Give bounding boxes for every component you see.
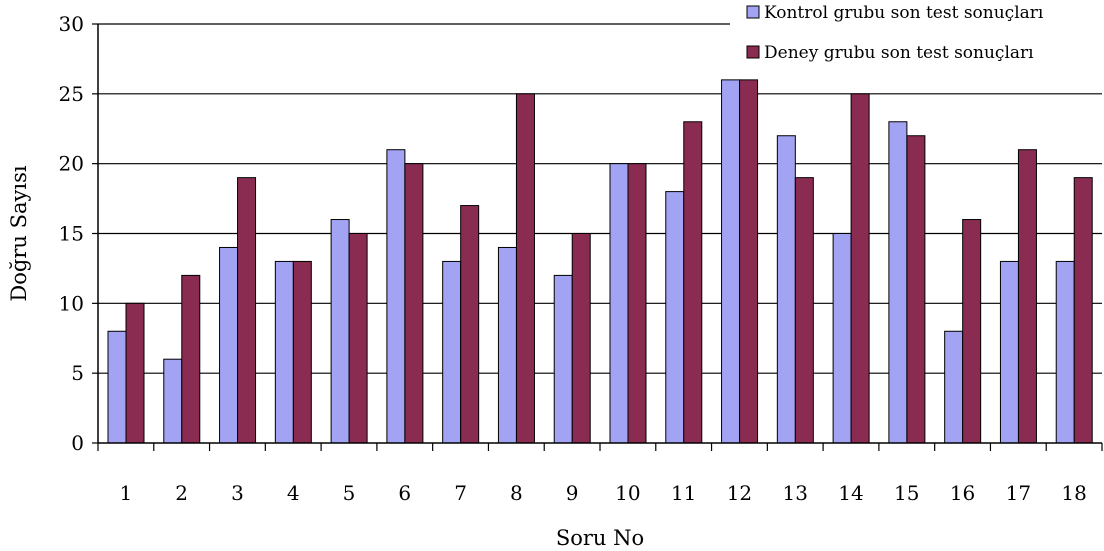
- bar-series-2-category-7: [460, 205, 480, 444]
- bar-series-1-category-5: [330, 219, 350, 444]
- x-tick-label: 2: [175, 481, 188, 505]
- y-tick-label: 30: [59, 12, 84, 36]
- bar-series-1-category-3: [219, 246, 239, 444]
- bar-series-1-category-11: [665, 191, 685, 444]
- x-tick-label: 1: [120, 481, 133, 505]
- x-tick-label: 9: [566, 481, 579, 505]
- y-axis-title: Doğru Sayısı: [7, 165, 31, 301]
- bar-series-2-category-3: [237, 177, 257, 444]
- bar-series-2-category-14: [850, 93, 870, 444]
- bar-series-2-category-17: [1017, 149, 1037, 444]
- x-tick-label: 5: [343, 481, 356, 505]
- y-tick-label: 10: [59, 291, 84, 315]
- x-tick-label: 10: [615, 481, 640, 505]
- y-tick-label: 5: [71, 361, 84, 385]
- x-tick-label: 4: [287, 481, 300, 505]
- bar-series-2-category-15: [906, 135, 926, 444]
- bars: [107, 79, 1093, 444]
- bar-series-2-category-12: [739, 79, 759, 444]
- bar-series-2-category-10: [627, 163, 647, 444]
- x-tick-label: 6: [398, 481, 411, 505]
- x-tick-label: 12: [727, 481, 752, 505]
- bar-series-1-category-17: [999, 260, 1019, 444]
- bar-series-2-category-6: [404, 163, 424, 444]
- bar-series-1-category-4: [274, 260, 294, 444]
- x-tick-label: 18: [1061, 481, 1086, 505]
- bar-series-2-category-18: [1073, 177, 1093, 444]
- bar-series-1-category-2: [163, 358, 183, 444]
- bar-series-1-category-8: [497, 246, 517, 444]
- x-tick-label: 16: [950, 481, 975, 505]
- bar-series-2-category-8: [515, 93, 535, 444]
- x-tick-label: 3: [231, 481, 244, 505]
- bar-series-1-category-15: [888, 121, 908, 444]
- x-tick-label: 11: [671, 481, 696, 505]
- bar-series-2-category-2: [181, 274, 201, 444]
- bar-series-2-category-4: [292, 260, 312, 444]
- x-tick-label: 13: [782, 481, 807, 505]
- bar-series-2-category-16: [962, 219, 982, 444]
- bar-series-2-category-5: [348, 233, 368, 444]
- y-tick-labels: 0 5 10 15 20 25 30: [59, 12, 98, 455]
- legend-label: Deney grubu son test sonuçları: [764, 43, 1034, 63]
- legend-background: [730, 1, 1102, 73]
- bar-series-1-category-14: [832, 233, 852, 444]
- x-axis-title: Soru No: [556, 526, 644, 550]
- bar-series-2-category-11: [683, 121, 703, 444]
- legend: Kontrol grubu son test sonuçları Deney gr…: [730, 1, 1102, 73]
- bar-series-1-category-12: [721, 79, 741, 444]
- legend-swatch: [746, 45, 760, 59]
- bar-series-2-category-9: [571, 233, 591, 444]
- x-tick-label: 15: [894, 481, 919, 505]
- x-tick-label: 14: [838, 481, 863, 505]
- bar-series-2-category-13: [794, 177, 814, 444]
- legend-label: Kontrol grubu son test sonuçları: [764, 3, 1044, 23]
- bar-series-1-category-7: [442, 260, 462, 444]
- bar-series-2-category-1: [125, 302, 145, 444]
- bar-series-1-category-9: [553, 274, 573, 444]
- x-tick-label: 7: [454, 481, 467, 505]
- y-tick-label: 0: [71, 431, 84, 455]
- y-tick-label: 20: [59, 152, 84, 176]
- x-tick-label: 17: [1006, 481, 1031, 505]
- gridlines: [98, 23, 1102, 374]
- y-tick-label: 15: [59, 222, 84, 246]
- bar-series-1-category-16: [944, 330, 964, 444]
- bar-series-1-category-1: [107, 330, 127, 444]
- x-tick-labels: 1 2 3 4 5 6 7 8 9 10 11 12 13 14 15 16 17 18: [97, 443, 1103, 505]
- bar-series-1-category-10: [609, 163, 629, 444]
- bar-series-1-category-6: [386, 149, 406, 444]
- y-tick-label: 25: [59, 82, 84, 106]
- bar-series-1-category-18: [1055, 260, 1075, 444]
- bar-series-1-category-13: [776, 135, 796, 444]
- legend-swatch: [746, 5, 760, 19]
- x-tick-label: 8: [510, 481, 523, 505]
